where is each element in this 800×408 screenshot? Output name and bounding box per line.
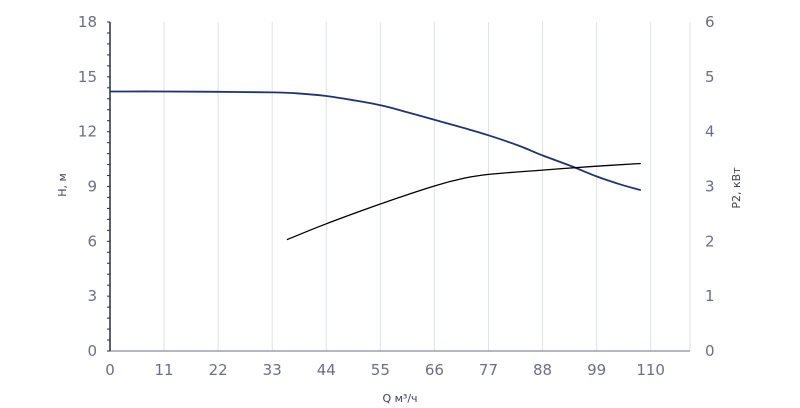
y-right-tick-label: 0 [705, 342, 715, 360]
x-tick-label: 22 [209, 361, 228, 379]
y-left-tick-label: 0 [87, 342, 97, 360]
y-right-tick-label: 5 [705, 68, 715, 86]
x-tick-label: 33 [263, 361, 282, 379]
grid [163, 22, 691, 351]
y-right-tick-label: 6 [705, 13, 715, 31]
y-right-tick-label: 1 [705, 287, 715, 305]
y-left-tick-label: 9 [87, 178, 97, 196]
x-tick-label: 88 [533, 361, 552, 379]
power-curve-line [286, 162, 641, 241]
x-tick-label: 44 [317, 361, 336, 379]
y-right-axis-title: P2, кВт [730, 167, 743, 209]
x-tick-label: 0 [105, 361, 115, 379]
x-tick-label: 66 [425, 361, 444, 379]
y-right-tick-label: 4 [705, 123, 715, 141]
x-tick-label: 110 [636, 361, 665, 379]
y-right-tick-label: 2 [705, 232, 715, 250]
x-axis-title: Q м³/ч [382, 392, 417, 405]
y-left-tick-label: 6 [87, 232, 97, 250]
y-left-tick-label: 3 [87, 287, 97, 305]
x-tick-label: 11 [155, 361, 174, 379]
axes [107, 21, 690, 352]
y-left-tick-label: 12 [78, 123, 97, 141]
x-tick-label: 77 [479, 361, 498, 379]
y-right-tick-label: 3 [705, 178, 715, 196]
x-tick-label: 55 [371, 361, 390, 379]
y-left-axis-title: Н, м [56, 173, 69, 197]
series-layer [109, 90, 642, 241]
x-tick-label: 99 [587, 361, 606, 379]
y-left-tick-label: 15 [78, 68, 97, 86]
y-left-tick-label: 18 [78, 13, 97, 31]
head-curve-line [109, 90, 642, 192]
